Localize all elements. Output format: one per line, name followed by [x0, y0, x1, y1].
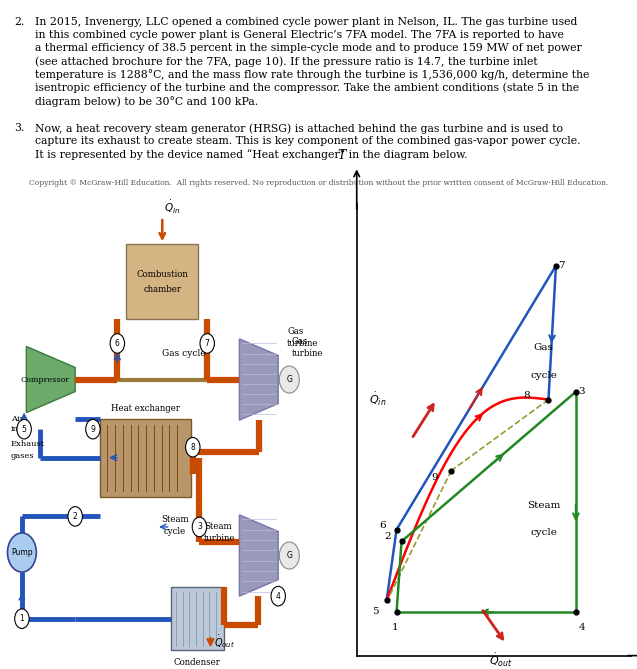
- Text: capture its exhaust to create steam. This is key component of the combined gas-v: capture its exhaust to create steam. Thi…: [35, 136, 580, 147]
- Text: Compressor: Compressor: [20, 375, 70, 383]
- Text: G: G: [287, 375, 292, 384]
- Text: Steam: Steam: [204, 522, 231, 531]
- Circle shape: [17, 419, 31, 439]
- Text: $\dot{Q}_{out}$: $\dot{Q}_{out}$: [489, 652, 513, 669]
- Text: $\dot{Q}_{in}$: $\dot{Q}_{in}$: [164, 199, 181, 215]
- Text: cycle: cycle: [530, 529, 557, 537]
- Text: cycle: cycle: [164, 527, 186, 536]
- Text: Gas cycle: Gas cycle: [162, 349, 206, 359]
- Text: turbine: turbine: [292, 349, 323, 359]
- Text: Pump: Pump: [11, 548, 32, 557]
- Text: cycle: cycle: [530, 371, 557, 380]
- Circle shape: [280, 366, 299, 393]
- Text: Now, a heat recovery steam generator (HRSG) is attached behind the gas turbine a: Now, a heat recovery steam generator (HR…: [35, 123, 563, 134]
- Text: chamber: chamber: [143, 285, 182, 294]
- Text: 9: 9: [90, 425, 96, 434]
- Text: 6: 6: [379, 520, 386, 530]
- Text: turbine: turbine: [204, 535, 236, 543]
- Text: 7: 7: [204, 339, 210, 348]
- Text: 4: 4: [578, 623, 585, 632]
- Text: 4: 4: [276, 591, 281, 601]
- Circle shape: [280, 542, 299, 569]
- Text: 8: 8: [190, 443, 195, 452]
- Text: Gas: Gas: [534, 343, 554, 353]
- Text: gases: gases: [11, 452, 34, 460]
- Text: Air: Air: [11, 415, 24, 423]
- Text: 8: 8: [524, 391, 530, 399]
- Text: It is represented by the device named “Heat exchanger” in the diagram below.: It is represented by the device named “H…: [35, 150, 468, 161]
- Text: diagram below) to be 30°C and 100 kPa.: diagram below) to be 30°C and 100 kPa.: [35, 96, 258, 106]
- Text: Copyright © McGraw-Hill Education.  All rights reserved. No reproduction or dist: Copyright © McGraw-Hill Education. All r…: [29, 179, 608, 187]
- Circle shape: [200, 334, 215, 353]
- Text: Gas: Gas: [287, 327, 303, 336]
- Circle shape: [8, 533, 36, 572]
- Text: 3.: 3.: [14, 123, 24, 133]
- Text: in: in: [11, 425, 19, 433]
- Text: 5: 5: [371, 607, 378, 616]
- Text: (see attached brochure for the 7FA, page 10). If the pressure ratio is 14.7, the: (see attached brochure for the 7FA, page…: [35, 56, 538, 67]
- Polygon shape: [240, 515, 278, 596]
- Text: 7: 7: [559, 261, 565, 270]
- Text: 9: 9: [431, 474, 438, 482]
- Text: G: G: [287, 551, 292, 560]
- Text: 3: 3: [197, 522, 202, 531]
- Circle shape: [86, 419, 100, 439]
- FancyBboxPatch shape: [171, 587, 224, 650]
- Text: 1: 1: [20, 614, 24, 624]
- Text: 2: 2: [384, 533, 390, 541]
- Circle shape: [192, 517, 206, 537]
- Text: $\dot{Q}_{out}$: $\dot{Q}_{out}$: [214, 634, 235, 650]
- Text: 3: 3: [578, 387, 585, 395]
- Text: $\dot{Q}_{in}$: $\dot{Q}_{in}$: [369, 391, 387, 408]
- Circle shape: [271, 586, 285, 606]
- FancyBboxPatch shape: [126, 244, 198, 319]
- Text: 2: 2: [73, 512, 78, 521]
- Text: a thermal efficiency of 38.5 percent in the simple-cycle mode and to produce 159: a thermal efficiency of 38.5 percent in …: [35, 43, 582, 54]
- Text: Steam: Steam: [161, 515, 189, 524]
- Text: Steam: Steam: [527, 501, 560, 510]
- Text: 2.: 2.: [14, 17, 24, 27]
- Circle shape: [185, 438, 200, 457]
- Text: Heat exchanger: Heat exchanger: [111, 403, 180, 413]
- Polygon shape: [26, 347, 75, 413]
- Circle shape: [68, 506, 82, 527]
- Text: isentropic efficiency of the turbine and the compressor. Take the ambient condit: isentropic efficiency of the turbine and…: [35, 83, 579, 93]
- Text: In 2015, Invenergy, LLC opened a combined cycle power plant in Nelson, IL. The g: In 2015, Invenergy, LLC opened a combine…: [35, 17, 577, 27]
- FancyBboxPatch shape: [99, 419, 190, 497]
- Text: 1: 1: [392, 623, 398, 632]
- Circle shape: [110, 334, 125, 353]
- Text: Combustion: Combustion: [136, 270, 188, 279]
- Text: Exhaust: Exhaust: [11, 440, 45, 448]
- Text: in this combined cycle power plant is General Electric’s 7FA model. The 7FA is r: in this combined cycle power plant is Ge…: [35, 30, 564, 40]
- Text: Condenser: Condenser: [174, 658, 220, 667]
- Circle shape: [15, 609, 29, 628]
- Text: 5: 5: [22, 425, 27, 434]
- Text: 6: 6: [115, 339, 120, 348]
- Text: T: T: [338, 149, 346, 162]
- Polygon shape: [240, 339, 278, 420]
- Text: temperature is 1288°C, and the mass flow rate through the turbine is 1,536,000 k: temperature is 1288°C, and the mass flow…: [35, 70, 589, 80]
- Text: Gas: Gas: [292, 337, 308, 347]
- Text: turbine: turbine: [287, 339, 318, 348]
